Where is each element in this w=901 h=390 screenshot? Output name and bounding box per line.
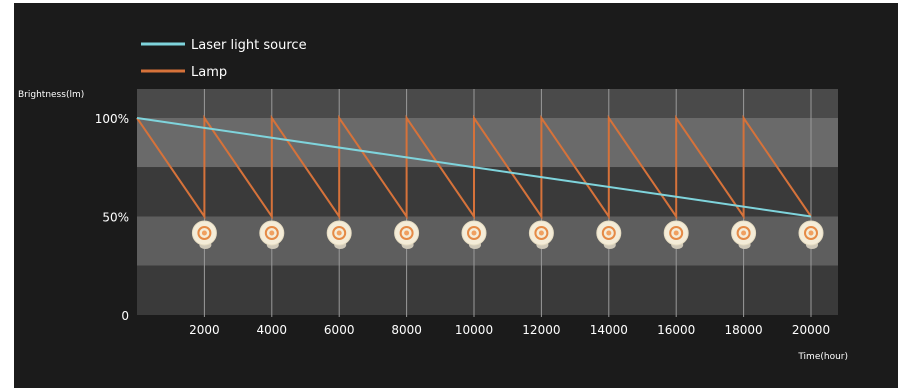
lamp-replacement-icons — [191, 220, 824, 249]
y-tick-labels: 0 50% 100% — [95, 112, 129, 323]
x-tick-label: 10000 — [455, 323, 493, 337]
band-75-100 — [137, 118, 838, 168]
series-line-laser — [136, 117, 812, 218]
lightbulb-icon — [461, 220, 487, 249]
x-tick-label: 16000 — [657, 323, 695, 337]
x-axis-title: Time(hour) — [797, 352, 848, 362]
y-tick-label: 100% — [95, 112, 129, 126]
legend-label-laser: Laser light source — [191, 38, 307, 53]
x-tick-label: 6000 — [324, 323, 355, 337]
lightbulb-icon — [191, 220, 217, 249]
lightbulb-icon — [663, 220, 689, 249]
x-tick-label: 18000 — [725, 323, 763, 337]
x-tick-label: 2000 — [189, 323, 220, 337]
lightbulb-icon — [798, 220, 824, 249]
x-tick-label: 12000 — [522, 323, 560, 337]
lightbulb-icon — [259, 220, 285, 249]
plot-bands — [137, 89, 838, 315]
lightbulb-icon — [394, 220, 420, 249]
x-tick-label: 8000 — [391, 323, 422, 337]
y-axis-title: Brightness(lm) — [18, 90, 84, 100]
x-tick-label: 14000 — [590, 323, 628, 337]
legend-label-lamp: Lamp — [191, 65, 227, 80]
x-tick-label: 4000 — [257, 323, 288, 337]
x-tick-labels: 2000 4000 6000 8000 10000 12000 14000 16000 1800… — [189, 323, 830, 337]
legend: Laser light source Lamp — [141, 38, 307, 80]
y-tick-label: 50% — [102, 211, 129, 225]
x-tick-label: 20000 — [792, 323, 830, 337]
series-lines — [136, 114, 812, 220]
band-top-margin — [137, 89, 838, 118]
band-0-25 — [137, 265, 838, 315]
band-25-50 — [137, 216, 838, 266]
y-tick-label: 0 — [121, 309, 129, 323]
lightbulb-icon — [596, 220, 622, 249]
lightbulb-icon — [528, 220, 554, 249]
lightbulb-icon — [326, 220, 352, 249]
lightbulb-icon — [731, 220, 757, 249]
